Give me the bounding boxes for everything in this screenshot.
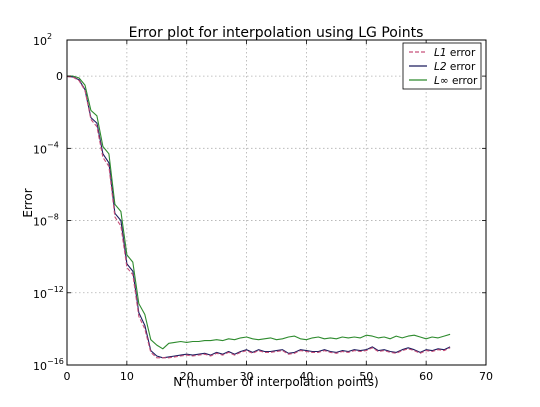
x-tick-label: 30: [240, 370, 254, 383]
legend-label: L2 error: [434, 61, 476, 73]
series-lines: [67, 75, 451, 359]
y-tick-label: 10 −16: [33, 357, 64, 373]
legend-label: L∞ error: [434, 75, 478, 87]
y-tick-label-exponent: −16: [47, 357, 64, 366]
y-tick-label: 10 −12: [33, 285, 64, 301]
series-line-2: [67, 75, 451, 350]
chart-title: Error plot for interpolation using LG Po…: [129, 25, 424, 41]
y-tick-label-base: 0: [56, 70, 63, 83]
y-tick-label: 0: [56, 70, 63, 83]
y-tick-label-base: 10: [33, 35, 47, 48]
y-tick-label: 10 2: [33, 32, 52, 48]
plot-frame: [66, 39, 487, 366]
y-tick-label-base: 10: [33, 216, 47, 229]
y-axis-title: Error: [21, 188, 35, 217]
y-tick-label-base: 10: [33, 360, 47, 373]
x-tick-label: 50: [359, 370, 373, 383]
y-tick-label: 10 −4: [33, 140, 59, 156]
legend-label: L1 error: [434, 47, 476, 59]
series-line-1: [67, 75, 451, 359]
y-tick-label-base: 10: [33, 143, 47, 156]
series-line-0: [67, 75, 451, 359]
y-tick-label-base: 10: [33, 288, 47, 301]
legend-label-math: L1: [434, 47, 447, 59]
y-tick-label: 10 −8: [33, 213, 59, 229]
x-axis-title: N (number of interpolation points): [173, 375, 378, 389]
legend-label-suffix: error: [449, 75, 478, 87]
legend-label-math: L∞: [434, 75, 449, 87]
x-tick-label: 70: [479, 370, 493, 383]
x-tick-label: 0: [64, 370, 71, 383]
y-tick-label-exponent: −4: [47, 140, 59, 149]
y-tick-label-exponent: −8: [47, 213, 59, 222]
legend-label-suffix: error: [447, 61, 476, 73]
y-tick-label-exponent: −12: [47, 285, 64, 294]
y-tick-label-exponent: 2: [47, 32, 52, 41]
x-tick-label: 60: [419, 370, 433, 383]
x-tick-label: 20: [180, 370, 194, 383]
legend-label-suffix: error: [447, 47, 476, 59]
legend-label-math: L2: [434, 61, 447, 73]
x-tick-label: 40: [299, 370, 313, 383]
x-tick-label: 10: [120, 370, 134, 383]
